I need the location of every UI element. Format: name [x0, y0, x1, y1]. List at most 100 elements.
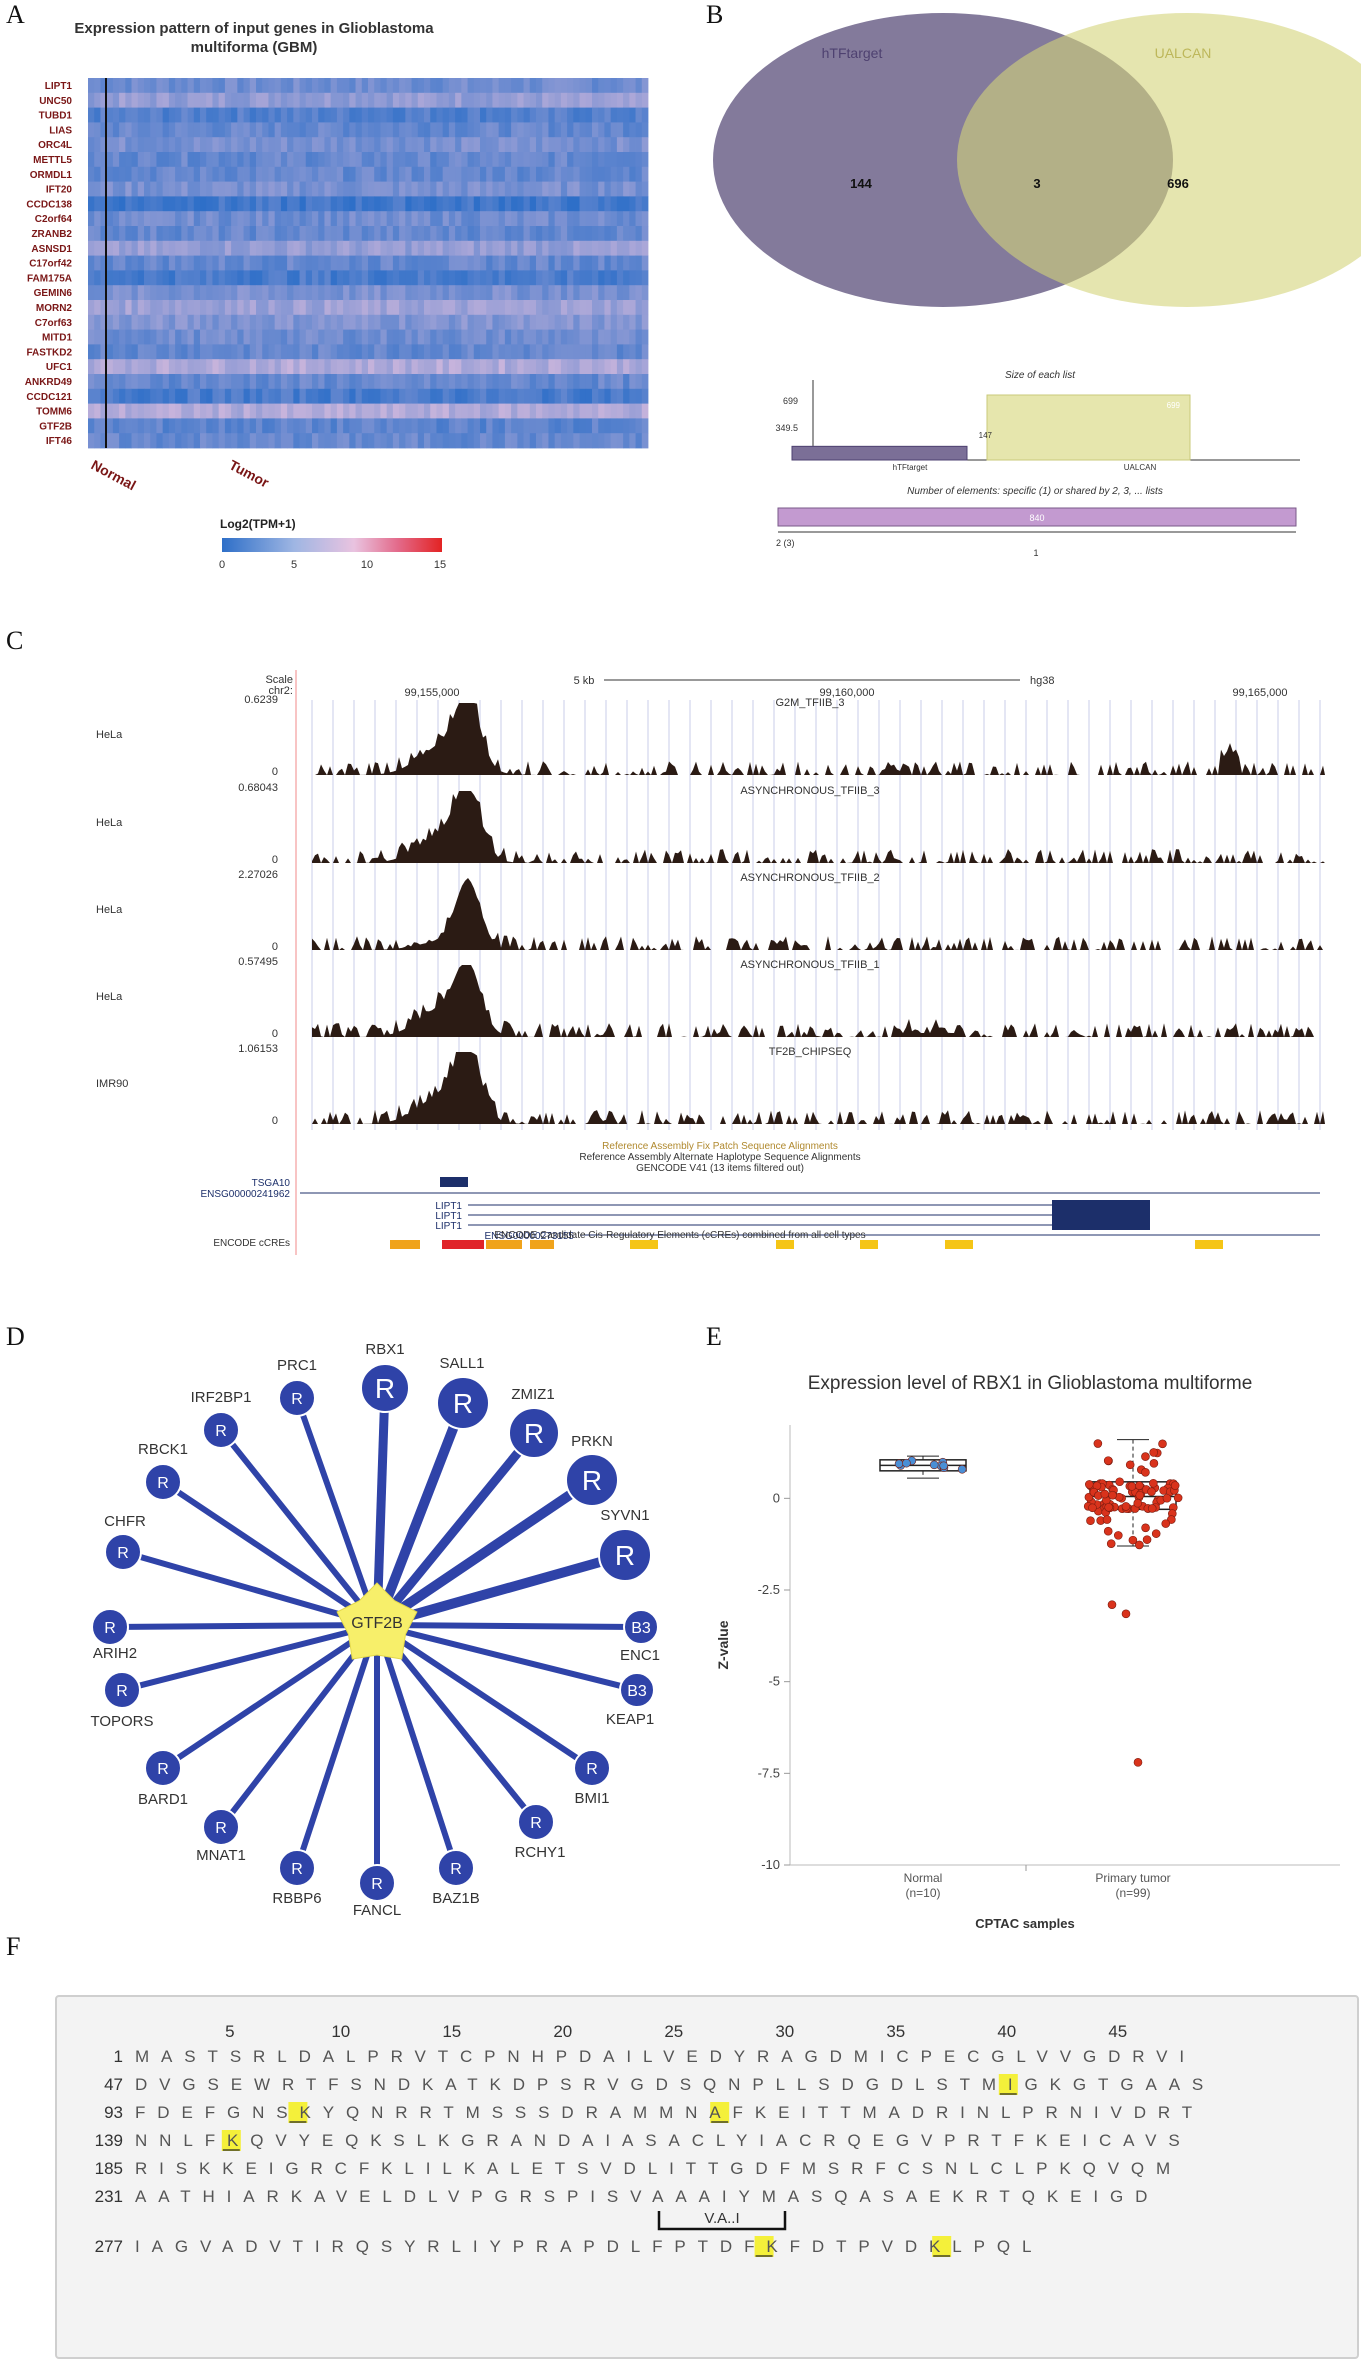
sequence-start-index: 1	[114, 2047, 123, 2066]
heatmap-cell	[399, 152, 406, 168]
network-node[interactable]	[517, 1803, 555, 1841]
network-node[interactable]	[144, 1749, 182, 1787]
network-node[interactable]	[598, 1528, 652, 1582]
chrom-label: chr2:	[269, 685, 293, 697]
heatmap-cell	[175, 433, 182, 449]
heatmap-cell	[579, 240, 587, 256]
track-max-value: 1.06153	[238, 1043, 278, 1055]
heatmap-cell	[324, 137, 332, 153]
heatmap-cell	[486, 418, 493, 434]
heatmap-cell	[293, 285, 300, 301]
heatmap-cell	[392, 137, 400, 153]
heatmap-cell	[237, 403, 244, 419]
network-edge	[161, 1479, 379, 1628]
heatmap-panel: Expression pattern of input genes in Gli…	[25, 20, 649, 571]
heatmap-cell	[293, 211, 300, 227]
network-node-glyph: R	[524, 1418, 544, 1449]
heatmap-cell	[106, 137, 114, 153]
network-node[interactable]	[437, 1849, 475, 1887]
heatmap-cell	[119, 314, 126, 330]
heatmap-cell	[641, 255, 649, 271]
network-node[interactable]	[360, 1363, 410, 1413]
heatmap-cell	[256, 270, 263, 286]
heatmap-cell	[411, 78, 419, 94]
heatmap-cell	[262, 122, 269, 138]
heatmap-cell	[175, 270, 182, 286]
heatmap-cell	[386, 107, 394, 123]
heatmap-cell	[473, 107, 481, 123]
heatmap-cell	[560, 211, 568, 227]
heatmap-cell	[349, 92, 356, 108]
heatmap-cell	[231, 359, 238, 375]
heatmap-cell	[336, 152, 344, 168]
network-node[interactable]	[508, 1407, 560, 1459]
heatmap-cell	[598, 285, 605, 301]
heatmap-cell	[299, 166, 307, 182]
heatmap-cell	[318, 314, 325, 330]
heatmap-cell	[610, 329, 618, 345]
heatmap-cell	[218, 92, 226, 108]
heatmap-cell	[511, 359, 518, 375]
heatmap-cell	[641, 92, 649, 108]
network-edge	[294, 1397, 380, 1626]
heatmap-cell	[256, 152, 263, 168]
heatmap-cell	[343, 374, 350, 390]
heatmap-cell	[112, 344, 120, 360]
heatmap-cell	[386, 255, 394, 271]
heatmap-cell	[473, 166, 481, 182]
heatmap-cell	[592, 122, 599, 138]
heatmap-cell	[305, 359, 313, 375]
network-node[interactable]	[202, 1411, 240, 1449]
heatmap-cell	[635, 240, 643, 256]
network-node[interactable]	[278, 1849, 316, 1887]
heatmap-cell	[268, 359, 276, 375]
network-node[interactable]	[436, 1376, 490, 1430]
heatmap-cell	[224, 300, 232, 316]
heatmap-cell	[392, 78, 400, 94]
network-node[interactable]	[573, 1749, 611, 1787]
heatmap-cell	[156, 314, 164, 330]
network-node[interactable]	[144, 1463, 182, 1501]
network-node-glyph: R	[375, 1373, 395, 1404]
heatmap-cell	[156, 107, 164, 123]
network-node[interactable]	[278, 1379, 316, 1417]
heatmap-cell	[280, 418, 288, 434]
heatmap-cell	[131, 92, 139, 108]
network-node[interactable]	[91, 1608, 129, 1646]
network-node[interactable]	[623, 1609, 659, 1645]
network-node[interactable]	[202, 1808, 240, 1846]
signal-track	[312, 703, 1325, 775]
heatmap-cell	[150, 240, 157, 256]
network-node[interactable]	[619, 1672, 655, 1708]
heatmap-cell	[592, 285, 599, 301]
heatmap-cell	[368, 418, 375, 434]
heatmap-cell	[330, 240, 338, 256]
heatmap-cell	[442, 418, 450, 434]
network-node[interactable]	[565, 1453, 619, 1507]
heatmap-cell	[461, 92, 468, 108]
size-bar-label-ualcan: UALCAN	[1124, 463, 1157, 472]
heatmap-cell	[119, 166, 126, 182]
heatmap-cell	[623, 359, 630, 375]
heatmap-cell	[324, 329, 332, 345]
network-node[interactable]	[358, 1864, 396, 1902]
sequence-start-index: 277	[95, 2237, 123, 2256]
heatmap-cell	[567, 388, 574, 404]
heatmap-cell	[448, 152, 456, 168]
heatmap-cell	[616, 226, 624, 242]
network-node[interactable]	[103, 1671, 141, 1709]
heatmap-cell	[567, 403, 574, 419]
heatmap-cell	[243, 285, 251, 301]
heatmap-cell	[585, 300, 593, 316]
heatmap-cell	[486, 374, 493, 390]
track-max-value: 0.57495	[238, 956, 278, 968]
heatmap-cell	[567, 92, 574, 108]
heatmap-cell	[168, 418, 176, 434]
heatmap-cell	[629, 270, 636, 286]
heatmap-cell	[361, 270, 369, 286]
heatmap-cell	[486, 137, 493, 153]
heatmap-cell	[243, 359, 251, 375]
heatmap-cell	[343, 107, 350, 123]
network-node[interactable]	[104, 1533, 142, 1571]
heatmap-cell	[405, 344, 412, 360]
